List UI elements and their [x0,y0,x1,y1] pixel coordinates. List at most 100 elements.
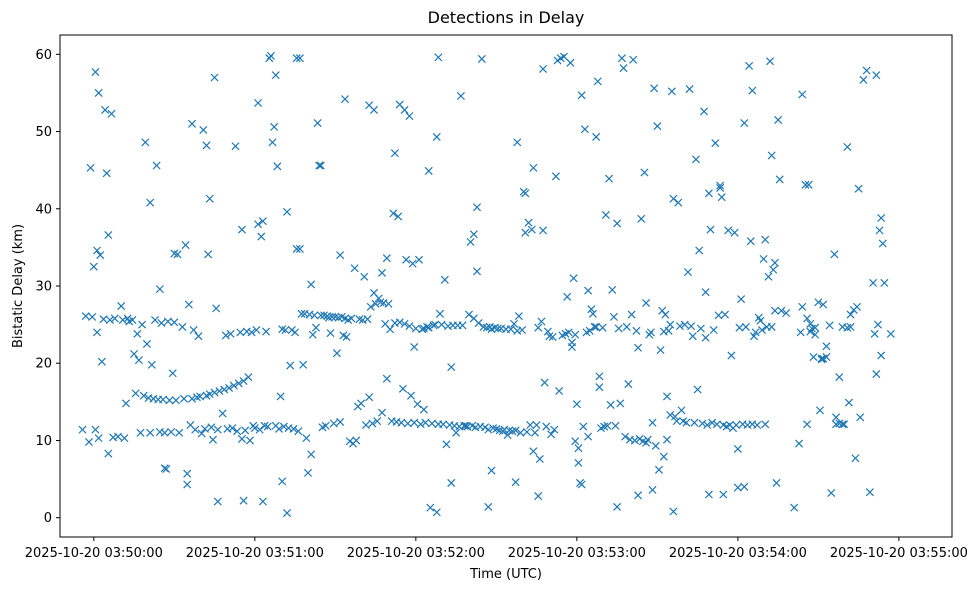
data-point [696,324,705,333]
data-point [701,288,710,297]
data-point [321,421,330,430]
data-point [136,428,145,437]
data-point [435,309,445,318]
data-point [147,360,156,369]
data-point [84,437,94,447]
data-point [666,410,675,419]
data-point [534,492,543,501]
data-point [651,441,660,450]
data-point [439,420,448,429]
data-point [170,318,179,327]
data-point [574,444,583,453]
data-point [854,184,863,193]
data-point [397,418,406,427]
data-point [680,320,689,329]
data-point [163,317,172,326]
data-point [862,66,871,75]
data-point [352,436,361,445]
data-point [97,357,106,366]
data-point [131,389,140,398]
data-point [682,418,691,427]
data-point [440,275,449,284]
data-point [94,434,103,443]
data-point [627,310,636,319]
data-point [819,300,828,309]
data-point [872,370,881,379]
data-point [118,315,127,325]
plot-frame [59,34,953,538]
data-point [452,428,461,437]
data-point [117,302,126,311]
data-point [688,332,697,341]
data-point [133,329,142,338]
data-point [426,503,435,512]
data-point [255,425,264,434]
data-point [814,298,823,307]
data-point [365,393,374,402]
data-point [141,138,150,147]
data-point [724,226,733,235]
data-point [469,230,478,239]
data-point [347,314,356,323]
data-point [566,58,575,67]
data-point [790,503,799,512]
data-point [703,420,712,430]
data-point [110,314,119,323]
data-point [708,418,717,427]
data-point [421,418,430,427]
data-point [753,420,762,430]
data-point [138,320,147,329]
data-point [503,431,512,440]
data-point [852,302,862,311]
data-point [822,342,831,351]
data-point [146,428,155,437]
data-point [86,163,95,172]
data-point [405,322,414,331]
data-point [150,315,160,325]
data-point [733,483,742,492]
data-point [432,132,441,141]
data-point [181,241,190,250]
data-point [419,324,428,333]
data-point [270,122,279,131]
data-point [311,323,321,332]
data-point [165,396,174,405]
data-point [690,418,699,427]
data-point [662,392,672,401]
data-point [128,315,137,325]
data-point [340,95,350,104]
data-point [302,434,311,443]
data-point [307,280,316,289]
data-point [213,497,222,506]
data-point [229,381,238,390]
data-point [516,428,525,437]
data-point [592,322,601,331]
data-point [204,250,213,259]
data-point [257,232,266,241]
data-point [735,323,744,332]
data-point [693,385,702,394]
data-point [642,298,651,308]
data-point [571,330,580,339]
data-point [859,75,868,84]
x-tick-label: 2025-10-20 03:54:00 [669,546,807,561]
data-point [202,141,211,150]
data-point [210,388,219,397]
data-point [666,320,675,329]
data-point [299,360,308,369]
data-point [704,189,713,198]
data-point [96,251,105,260]
data-point [466,237,475,247]
data-point [659,452,668,461]
data-point [104,449,113,458]
data-point [447,363,456,372]
data-point [803,314,812,323]
data-point [178,322,187,331]
data-point [377,268,387,277]
data-point [102,169,111,178]
data-point [662,435,672,444]
data-point [415,255,424,264]
data-point [709,325,718,335]
data-point [205,194,214,203]
data-point [534,323,543,332]
